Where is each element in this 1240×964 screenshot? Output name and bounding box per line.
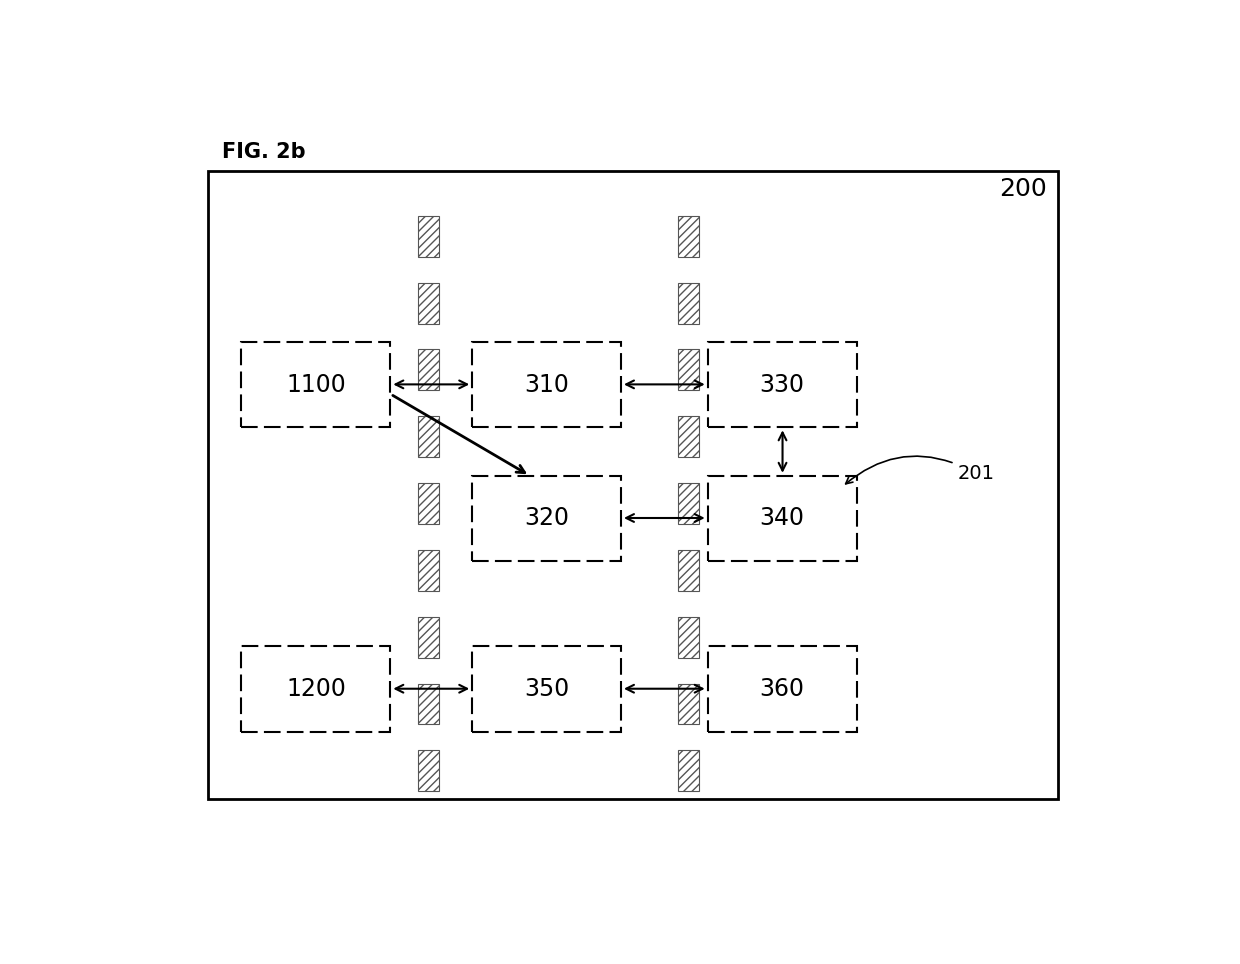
Bar (418, 350, 439, 390)
Bar (678, 617, 699, 657)
Bar (472, 475, 621, 561)
Bar (242, 342, 391, 427)
Text: 330: 330 (760, 373, 805, 397)
Bar (678, 549, 699, 591)
Bar (418, 617, 439, 657)
Bar (678, 282, 699, 324)
Text: 1200: 1200 (286, 677, 346, 701)
Bar (208, 172, 1058, 798)
Text: 320: 320 (525, 506, 569, 530)
Text: 360: 360 (760, 677, 805, 701)
Text: 1100: 1100 (286, 373, 346, 397)
Bar (678, 350, 699, 390)
Bar (678, 750, 699, 791)
Bar (708, 647, 857, 732)
Bar (418, 683, 439, 724)
Bar (472, 342, 621, 427)
Bar (678, 216, 699, 256)
Text: 200: 200 (999, 177, 1047, 201)
Bar (418, 549, 439, 591)
Bar (708, 342, 857, 427)
Text: 350: 350 (525, 677, 569, 701)
Bar (472, 647, 621, 732)
Bar (418, 750, 439, 791)
Bar (242, 647, 391, 732)
Bar (418, 282, 439, 324)
Text: FIG. 2b: FIG. 2b (222, 142, 306, 162)
Bar (418, 483, 439, 524)
Bar (708, 475, 857, 561)
Bar (418, 416, 439, 457)
Bar (678, 416, 699, 457)
Bar (678, 683, 699, 724)
Bar (418, 216, 439, 256)
Text: 201: 201 (846, 456, 994, 484)
Text: 340: 340 (760, 506, 805, 530)
Text: 310: 310 (525, 373, 569, 397)
Bar (678, 483, 699, 524)
